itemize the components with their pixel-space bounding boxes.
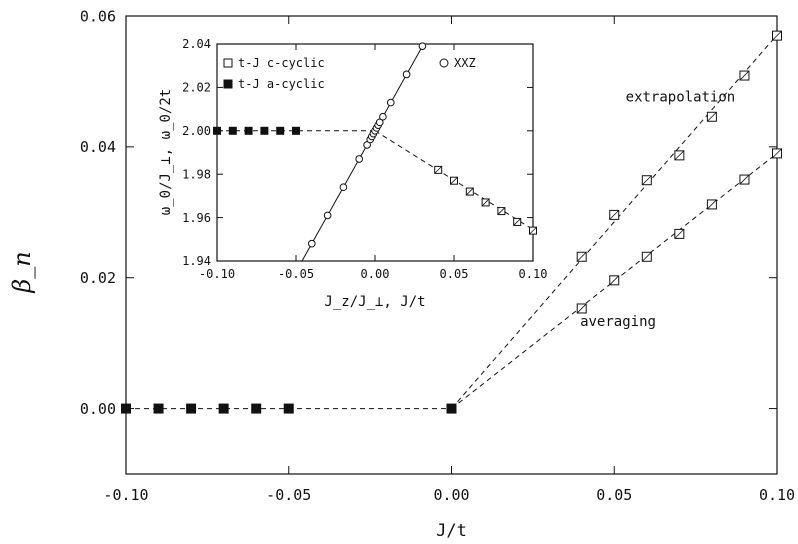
inset-x-tick-label: -0.10: [199, 267, 235, 281]
inset-y-tick-label: 2.04: [182, 37, 211, 51]
inset-x-tick-label: -0.05: [278, 267, 314, 281]
data-point: [218, 403, 229, 414]
y-tick-label: 0.06: [80, 7, 116, 25]
data-point-slash: [707, 111, 717, 122]
inset-data-point: [339, 183, 348, 192]
inset-chart: -0.10 -0.05 0.00 0.05 0.10 1.94 1.96 1.98 2.00 2.…: [158, 37, 547, 310]
inset-legend-label: t-J a-cyclic: [238, 77, 325, 91]
y-tick-label: 0.00: [80, 400, 116, 418]
inset-x-tick-label: 0.10: [519, 267, 548, 281]
inset-plot-background: [217, 44, 533, 261]
inset-y-tick-label: 1.96: [182, 211, 211, 225]
inset-data-point: [355, 155, 364, 163]
open-circle-icon: [439, 58, 449, 68]
data-point: [283, 403, 294, 414]
y-tick-label: 0.02: [80, 269, 116, 287]
data-point-slash: [674, 229, 685, 239]
inset-y-axis-label: ω_0/J_⊥, ω_0/2t: [158, 89, 174, 215]
inset-data-point: [402, 70, 411, 79]
inset-data-point-slash: [513, 218, 521, 226]
inset-data-point-slash: [529, 226, 537, 235]
main-chart: -0.10 -0.05 0.00 0.05 0.10 0.00 0.02 0.04 0.06 J/…: [80, 7, 795, 541]
data-point: [153, 403, 164, 414]
x-tick-label: 0.00: [433, 486, 469, 504]
inset-data-point: [260, 126, 269, 135]
data-point-slash: [772, 148, 782, 159]
data-point-slash: [576, 303, 587, 314]
inset-x-axis-label: J_z/J_⊥, J/t: [324, 294, 425, 310]
data-point-slash: [642, 175, 652, 186]
annotation-extrapolation: extrapolation: [626, 90, 736, 106]
y-axis-label: β_n: [8, 251, 36, 293]
x-tick-label: 0.05: [596, 486, 632, 504]
inset-data-point: [244, 126, 253, 135]
x-tick-label: -0.10: [103, 486, 148, 504]
inset-data-point: [228, 126, 237, 135]
inset-y-tick-label: 1.94: [182, 254, 211, 268]
inset-y-tick-label: 1.98: [182, 167, 211, 181]
data-point-slash: [642, 251, 652, 262]
inset-data-point-slash: [481, 198, 490, 207]
data-point-slash: [674, 150, 685, 161]
annotation-averaging: averaging: [580, 314, 656, 330]
inset-data-point: [307, 239, 316, 248]
inset-data-point: [276, 126, 285, 135]
data-point-slash: [739, 70, 750, 81]
x-tick-label: 0.10: [759, 486, 795, 504]
inset-legend-label: XXZ: [454, 56, 476, 70]
inset-legend-entry: t-J a-cyclic: [223, 77, 325, 91]
data-point: [446, 403, 457, 414]
inset-y-tick-label: 2.00: [182, 124, 211, 138]
inset-legend-entry: XXZ: [439, 56, 476, 70]
data-point: [121, 403, 131, 414]
inset-data-point-slash: [466, 187, 474, 196]
data-point-slash: [609, 275, 620, 286]
data-point-slash: [609, 210, 620, 220]
inset-data-point: [418, 42, 427, 50]
inset-data-point: [375, 118, 384, 127]
y-tick-label: 0.04: [80, 138, 116, 156]
inset-x-tick-label: 0.05: [440, 267, 469, 281]
inset-legend-entry: t-J c-cyclic: [223, 56, 325, 70]
x-axis-label: J/t: [436, 521, 467, 541]
inset-legend-label: t-J c-cyclic: [238, 56, 325, 70]
inset-data-point: [323, 211, 332, 220]
data-point: [186, 403, 197, 414]
dashed-fit-line: [451, 34, 778, 409]
data-point: [251, 403, 262, 414]
dashed-fit-line: [451, 153, 778, 409]
inset-solid-fit-line: [301, 43, 425, 262]
inset-x-tick-label: 0.00: [361, 267, 390, 281]
data-point-slash: [707, 199, 717, 210]
inset-data-point: [292, 126, 300, 135]
inset-data-point-slash: [450, 176, 458, 185]
filled-square-icon: [223, 79, 233, 89]
data-point-slash: [576, 251, 587, 262]
inset-y-tick-label: 2.02: [182, 81, 211, 95]
data-point-slash: [739, 174, 750, 185]
data-point-slash: [772, 30, 782, 41]
inset-data-point-slash: [434, 166, 442, 174]
inset-data-point-slash: [497, 207, 506, 215]
inset-data-point: [379, 112, 387, 121]
inset-data-point: [213, 126, 221, 135]
x-tick-label: -0.05: [266, 486, 311, 504]
inset-data-point: [386, 98, 395, 107]
open-square-icon: [223, 58, 233, 68]
